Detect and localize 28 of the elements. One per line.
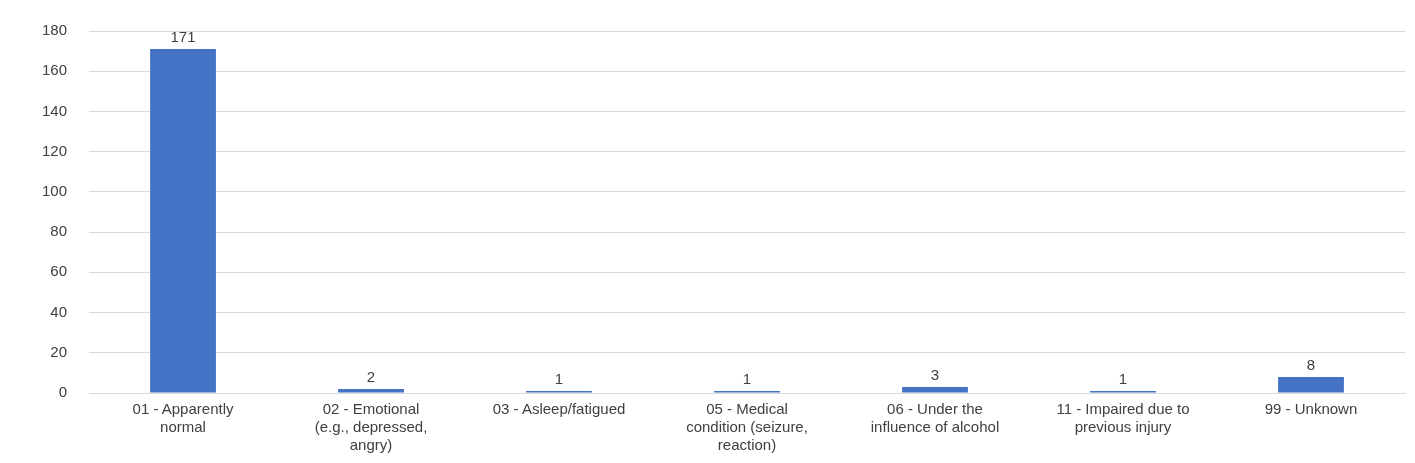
bar — [902, 386, 968, 393]
x-tick-label: 02 - Emotional (e.g., depressed, angry) — [314, 400, 428, 454]
data-label: 1 — [742, 369, 752, 387]
x-tick-label: 11 - Impaired due to previous injury — [1056, 400, 1190, 436]
data-label: 2 — [366, 367, 376, 385]
x-tick-label: 01 - Apparently normal — [132, 400, 234, 436]
y-tick-label: 40 — [50, 302, 68, 320]
x-tick-label: 99 - Unknown — [1264, 400, 1358, 418]
data-label: 1 — [554, 369, 564, 387]
y-tick-label: 180 — [42, 21, 68, 39]
y-tick-label: 100 — [42, 182, 68, 200]
y-tick-label: 120 — [42, 141, 68, 159]
data-label: 171 — [170, 27, 196, 45]
data-label: 8 — [1306, 355, 1316, 373]
data-label: 1 — [1118, 369, 1128, 387]
bar — [338, 388, 404, 393]
bar — [1278, 376, 1344, 393]
y-tick-label: 0 — [58, 383, 68, 401]
y-tick-label: 80 — [50, 222, 68, 240]
data-label: 3 — [930, 365, 940, 383]
y-tick-label: 140 — [42, 101, 68, 119]
bar — [150, 49, 216, 393]
x-tick-label: 06 - Under the influence of alcohol — [870, 400, 1000, 436]
y-tick-label: 160 — [42, 61, 68, 79]
y-tick-label: 20 — [50, 342, 68, 360]
y-tick-label: 60 — [50, 262, 68, 280]
x-tick-label: 03 - Asleep/fatigued — [492, 400, 626, 418]
x-tick-label: 05 - Medical condition (seizure, reaction) — [686, 400, 808, 454]
